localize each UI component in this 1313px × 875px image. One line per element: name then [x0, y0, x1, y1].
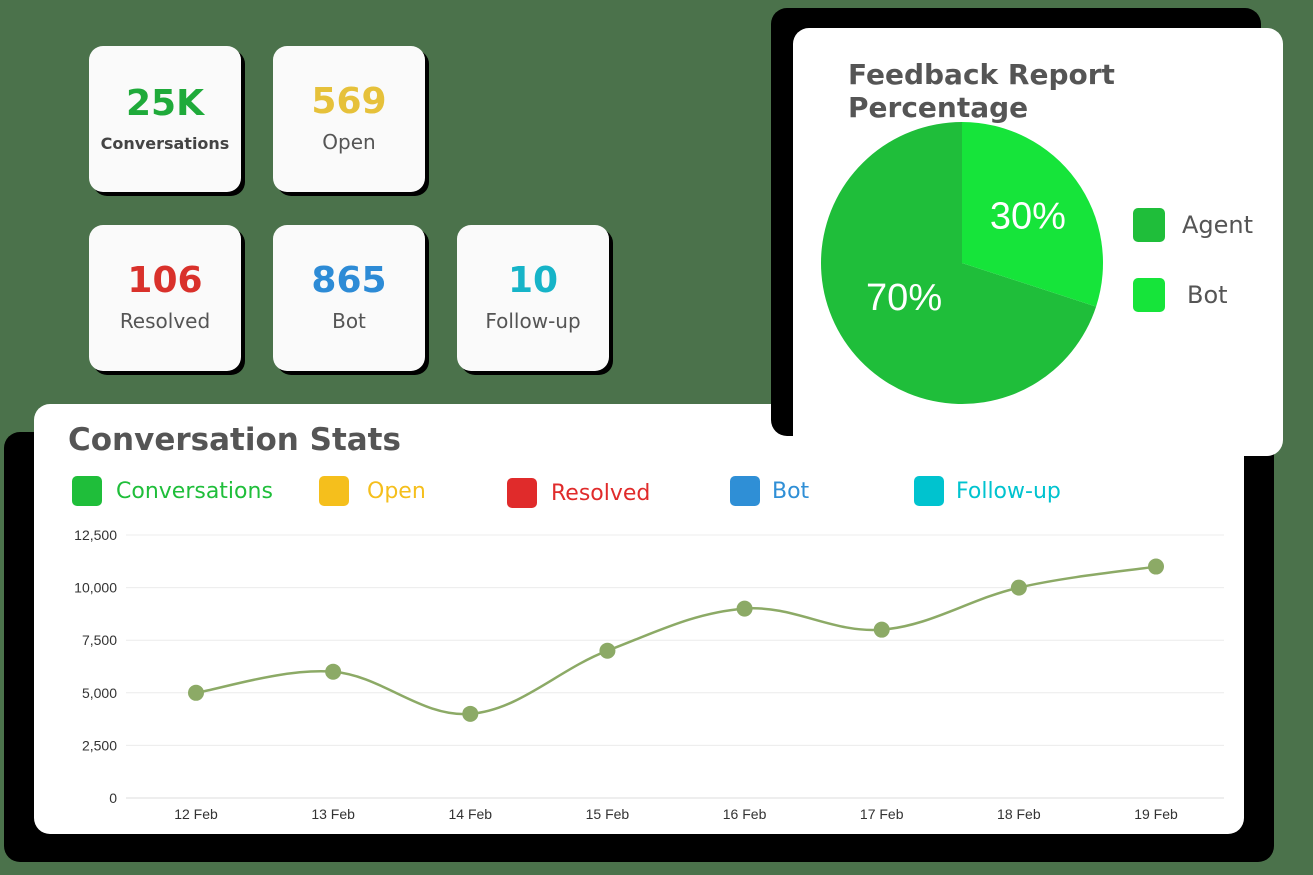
stat-value: 569: [311, 81, 387, 122]
legend-label: Agent: [1182, 211, 1254, 239]
y-tick-label: 5,000: [82, 685, 117, 701]
data-point[interactable]: [599, 642, 616, 659]
line-chart: 0 2,500 5,000 7,500 10,000 12,500 12 Feb 13 Feb…: [74, 527, 1224, 822]
legend-label: Conversations: [116, 478, 273, 504]
y-tick-label: 0: [109, 790, 117, 806]
legend-label: Open: [367, 478, 426, 504]
legend-label: Follow-up: [956, 478, 1061, 504]
stat-label: Open: [322, 130, 376, 154]
legend-swatch-bot: [1133, 278, 1165, 312]
conversation-stats-title: Conversation Stats: [68, 422, 401, 458]
legend-item-agent: Agent: [1133, 208, 1253, 242]
data-point[interactable]: [736, 600, 753, 617]
legend-item-resolved[interactable]: Resolved: [507, 478, 650, 508]
legend-label: Bot: [772, 478, 810, 504]
legend-label: Bot: [1187, 281, 1228, 309]
legend-item-bot: Bot: [1133, 278, 1228, 312]
feedback-report-panel: Feedback Report Percentage 70% 30% Agent …: [793, 28, 1283, 456]
y-tick-label: 7,500: [82, 632, 117, 648]
y-tick-label: 2,500: [82, 737, 117, 753]
data-point[interactable]: [873, 621, 890, 638]
y-tick-label: 10,000: [74, 580, 117, 596]
data-point[interactable]: [325, 663, 342, 680]
stat-label: Resolved: [119, 309, 211, 333]
stat-value: 865: [311, 260, 387, 301]
x-tick-label: 15 Feb: [586, 806, 630, 822]
pie-slice-label: 30%: [990, 196, 1066, 238]
legend-swatch-agent: [1133, 208, 1165, 242]
stat-card-conversations[interactable]: 25K Conversations: [89, 46, 241, 192]
stat-label: Follow-up: [485, 309, 581, 333]
x-tick-label: 17 Feb: [860, 806, 904, 822]
x-tick-label: 14 Feb: [448, 806, 492, 822]
conversation-stats-panel: Conversation Stats Conversations Open Re…: [34, 404, 1244, 834]
x-tick-label: 16 Feb: [723, 806, 767, 822]
data-point[interactable]: [1010, 579, 1027, 596]
legend-swatch-follow-up: [914, 476, 944, 506]
legend-item-open[interactable]: Open: [319, 476, 426, 506]
stat-card-open[interactable]: 569 Open: [273, 46, 425, 192]
legend-swatch-resolved: [507, 478, 537, 508]
legend-swatch-conversations: [72, 476, 102, 506]
x-tick-label: 13 Feb: [311, 806, 355, 822]
stat-card-resolved[interactable]: 106 Resolved: [89, 225, 241, 371]
pie-slice-agent[interactable]: [821, 122, 1097, 404]
feedback-report-title: Feedback Report Percentage: [848, 58, 1115, 124]
y-tick-label: 12,500: [74, 527, 117, 543]
series-line-conversations: [195, 565, 1157, 716]
stat-card-follow-up[interactable]: 10 Follow-up: [457, 225, 609, 371]
legend-label: Resolved: [551, 480, 651, 506]
data-point[interactable]: [1148, 558, 1164, 575]
x-tick-label: 18 Feb: [997, 806, 1041, 822]
stat-value: 25K: [126, 82, 204, 124]
pie-slice-bot[interactable]: [962, 122, 1103, 307]
pie-chart: 70% 30%: [821, 122, 1103, 404]
pie-slice-label: 70%: [866, 277, 942, 319]
legend-swatch-bot: [730, 476, 760, 506]
stat-value: 106: [127, 260, 203, 301]
stat-label: Bot: [332, 309, 366, 333]
stat-value: 10: [507, 260, 559, 301]
x-tick-label: 12 Feb: [174, 806, 218, 822]
stat-card-bot[interactable]: 865 Bot: [273, 225, 425, 371]
legend-item-bot[interactable]: Bot: [730, 476, 809, 506]
data-point[interactable]: [462, 705, 479, 722]
x-tick-label: 19 Feb: [1134, 806, 1178, 822]
legend-item-follow-up[interactable]: Follow-up: [914, 476, 1061, 506]
legend-item-conversations[interactable]: Conversations: [72, 476, 273, 506]
stat-label: Conversations: [100, 133, 230, 153]
data-point[interactable]: [188, 684, 204, 701]
legend-swatch-open: [319, 476, 349, 506]
